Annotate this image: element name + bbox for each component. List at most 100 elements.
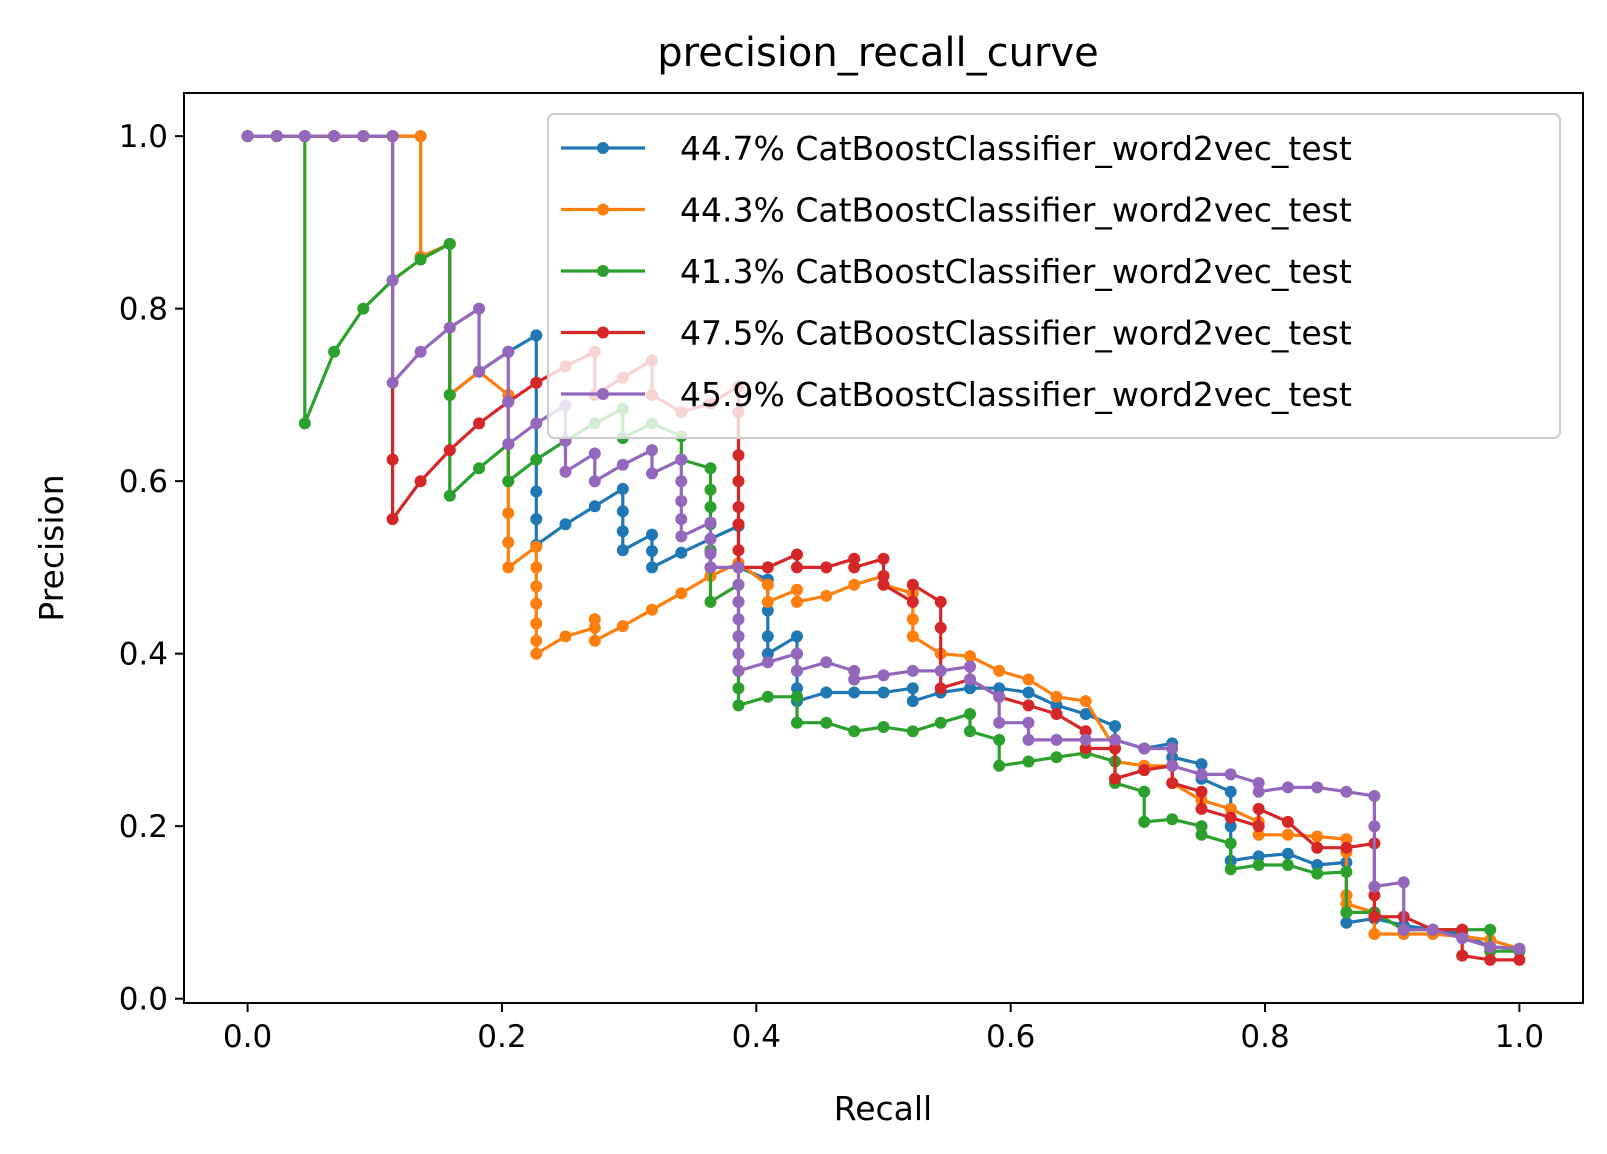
x-tick-label: 0.4 [732, 1019, 781, 1055]
series-5 [241, 130, 1526, 955]
data-point [791, 561, 803, 574]
data-point [877, 669, 890, 682]
data-point [906, 578, 919, 591]
data-point [1281, 859, 1294, 871]
data-point [1281, 847, 1294, 860]
data-point [1340, 906, 1353, 919]
data-point [1368, 820, 1381, 833]
data-point [443, 444, 456, 457]
data-point [616, 482, 629, 495]
data-point [1224, 820, 1237, 833]
data-point [328, 130, 341, 143]
data-point [298, 417, 311, 430]
y-tick-label: 0.8 [119, 292, 168, 328]
data-point [1166, 759, 1179, 772]
data-point [1050, 708, 1063, 720]
data-point [877, 721, 890, 733]
data-point [732, 501, 745, 513]
data-point [1224, 863, 1237, 876]
data-point [616, 544, 629, 557]
data-point [906, 682, 919, 695]
chart-title: precision_recall_curve [657, 30, 1098, 76]
plot-frame [183, 92, 1584, 1004]
data-point [616, 525, 629, 538]
data-point [1109, 720, 1121, 733]
data-point [820, 656, 833, 669]
data-point [1138, 764, 1151, 777]
data-point [791, 630, 803, 643]
data-point [934, 664, 947, 677]
data-point [761, 656, 774, 669]
data-point [732, 699, 745, 712]
data-point [1311, 841, 1324, 854]
data-point [616, 458, 629, 471]
data-point [1022, 686, 1035, 699]
x-tick-label: 0.8 [1240, 1019, 1289, 1055]
data-point [530, 376, 543, 389]
data-point [1166, 777, 1179, 789]
data-point [559, 630, 572, 643]
legend-entry: 44.7% CatBoostClassifier_word2vec_test [680, 129, 1352, 168]
data-point [1166, 742, 1179, 755]
data-point [675, 475, 688, 488]
data-point [993, 733, 1006, 746]
data-point [704, 561, 717, 574]
data-point [530, 485, 543, 498]
data-point [1224, 811, 1237, 824]
data-point [964, 708, 976, 720]
data-point [791, 548, 803, 561]
x-tick-label: 0.6 [986, 1019, 1035, 1055]
data-point [791, 664, 803, 677]
data-point [530, 513, 543, 526]
data-point [530, 329, 543, 342]
legend-entry: 44.3% CatBoostClassifier_word2vec_test [680, 191, 1352, 230]
data-point [964, 650, 976, 663]
data-point [791, 647, 803, 660]
legend-entry: 47.5% CatBoostClassifier_word2vec_test [680, 314, 1352, 353]
data-point [1022, 755, 1035, 768]
data-point [791, 682, 803, 695]
data-point [1340, 865, 1353, 878]
data-point [675, 546, 688, 559]
data-point [530, 561, 543, 574]
data-point [704, 547, 717, 560]
data-point [934, 682, 947, 695]
data-point [1050, 699, 1063, 712]
data-point [1252, 802, 1265, 815]
data-point [502, 507, 515, 520]
data-point [1195, 758, 1208, 771]
data-point [502, 345, 515, 358]
legend-marker [597, 326, 609, 339]
data-point [473, 365, 486, 378]
data-point [732, 561, 745, 574]
data-point [791, 595, 803, 608]
data-point [1195, 768, 1208, 781]
data-point [732, 682, 745, 695]
data-point [473, 302, 486, 315]
data-point [473, 417, 486, 430]
data-point [1224, 837, 1237, 850]
data-point [1484, 940, 1497, 953]
data-point [906, 695, 919, 708]
x-axis-ticks: 0.0 0.2 0.4 0.6 0.8 1.0 [223, 1003, 1544, 1055]
data-point [530, 417, 543, 430]
data-point [964, 660, 976, 673]
data-point [732, 578, 745, 591]
data-point [414, 345, 427, 358]
data-point [877, 570, 890, 582]
data-point [530, 597, 543, 610]
data-point [588, 475, 601, 488]
legend: 44.7% CatBoostClassifier_word2vec_test 44… [547, 113, 1561, 439]
data-point [1050, 751, 1063, 764]
data-point [1311, 830, 1324, 843]
data-point [1138, 785, 1151, 798]
data-point [414, 475, 427, 488]
data-point [732, 630, 745, 643]
data-point [791, 716, 803, 729]
y-tick-label: 0.4 [119, 637, 168, 673]
legend-marker [597, 203, 609, 216]
legend-box [547, 113, 1561, 439]
data-point [646, 528, 658, 541]
data-point [761, 561, 774, 574]
data-point [848, 561, 861, 574]
